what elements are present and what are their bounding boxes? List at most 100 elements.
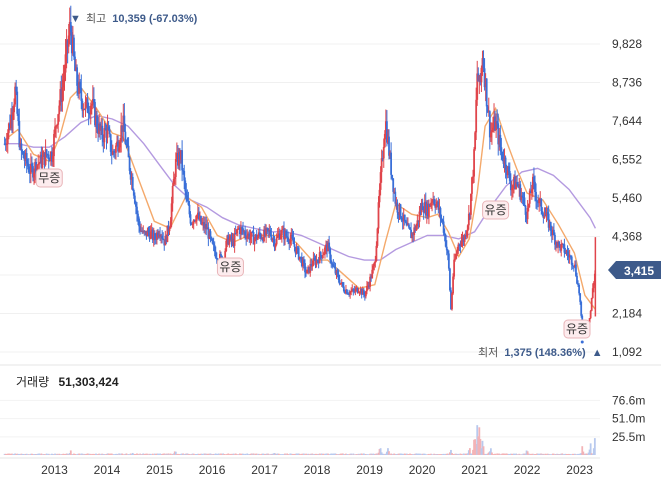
- candle-body: [12, 112, 14, 120]
- volume-bar: [123, 454, 126, 455]
- volume-bar: [399, 453, 402, 455]
- candle-body: [52, 156, 54, 162]
- volume-bar: [563, 454, 566, 455]
- volume-bar: [266, 453, 269, 455]
- volume-bar: [184, 453, 187, 455]
- volume-bar: [141, 453, 144, 455]
- candle-body: [268, 229, 271, 231]
- candle-body: [435, 203, 438, 208]
- x-tick-label: 2020: [409, 463, 436, 477]
- volume-bar: [313, 453, 316, 455]
- candle-body: [443, 232, 446, 236]
- volume-tick-label: 76.6m: [612, 393, 645, 407]
- candle-body: [476, 73, 479, 100]
- candle-body: [209, 231, 212, 238]
- price-tick-label: 7,644: [612, 114, 642, 128]
- candle-body: [355, 287, 358, 290]
- volume-bar: [294, 453, 297, 455]
- candle-body: [32, 166, 34, 178]
- volume-bar: [245, 454, 248, 455]
- volume-bar: [380, 452, 383, 455]
- candle-body: [130, 176, 133, 180]
- candle-body: [149, 231, 152, 239]
- candle-body: [299, 256, 302, 258]
- volume-bar: [536, 453, 538, 455]
- volume-bar: [133, 453, 136, 455]
- candle-body: [522, 196, 525, 198]
- candle-body: [288, 241, 291, 244]
- volume-gridlines: [0, 399, 600, 438]
- volume-bar: [332, 453, 335, 455]
- volume-bar: [203, 453, 206, 455]
- volume-bar: [576, 454, 578, 455]
- volume-bar: [508, 454, 511, 455]
- volume-bar: [372, 453, 375, 455]
- volume-bar: [382, 453, 385, 455]
- candle-body: [361, 289, 364, 295]
- candle-body: [474, 132, 477, 150]
- volume-bar: [167, 453, 170, 455]
- candle-body: [54, 126, 56, 134]
- candle-body: [146, 230, 149, 237]
- volume-bar: [290, 453, 293, 455]
- volume-bar: [116, 453, 118, 455]
- volume-bar: [540, 453, 543, 455]
- candle-body: [160, 235, 163, 237]
- candle-body: [42, 152, 45, 157]
- x-tick-label: 2015: [146, 463, 173, 477]
- candle-body: [167, 225, 170, 232]
- candle-body: [494, 116, 496, 131]
- candle-body: [313, 258, 316, 260]
- volume-bar: [450, 449, 452, 455]
- candle-body: [143, 230, 146, 233]
- candle-body: [22, 152, 25, 159]
- candle-body: [71, 37, 74, 54]
- volume-bar: [258, 454, 261, 455]
- volume-bar: [279, 454, 282, 455]
- price-tick-label: 8,736: [612, 76, 642, 90]
- candle-body: [87, 112, 90, 114]
- last-price-label: 3,415: [624, 264, 654, 278]
- volume-bar: [334, 453, 337, 455]
- volume-bar: [130, 453, 133, 455]
- candle-body: [177, 153, 179, 166]
- volume-bar: [8, 453, 11, 455]
- volume-bar: [226, 453, 229, 455]
- candle-body: [158, 234, 160, 237]
- candle-body: [37, 164, 40, 166]
- candle-body: [325, 244, 327, 248]
- candle-body: [450, 290, 452, 310]
- candle-body: [285, 230, 287, 237]
- candle-body: [343, 291, 346, 294]
- candle-body: [190, 223, 193, 225]
- candle-body: [318, 252, 321, 264]
- volume-bar: [106, 453, 109, 455]
- candle-body: [523, 197, 526, 206]
- volume-bar: [248, 454, 251, 455]
- volume-bar: [173, 451, 176, 455]
- candle-body: [62, 79, 65, 88]
- volume-bar: [75, 454, 77, 455]
- volume-bar: [91, 453, 94, 455]
- candle-body: [187, 201, 190, 205]
- volume-bar: [121, 453, 124, 455]
- volume-bar: [510, 453, 513, 455]
- volume-bar: [547, 453, 550, 455]
- candle-body: [341, 282, 344, 287]
- volume-bar: [22, 453, 25, 455]
- volume-bar: [65, 453, 68, 455]
- candle-body: [578, 284, 580, 294]
- candle-body: [321, 255, 324, 259]
- low-marker: ▲: [592, 347, 603, 359]
- volume-bar: [301, 453, 304, 455]
- volume-bar: [582, 451, 585, 455]
- volume-bar: [78, 453, 81, 455]
- volume-bar: [223, 453, 226, 455]
- volume-bar: [524, 453, 527, 455]
- volume-bar: [216, 453, 219, 455]
- candle-body: [472, 176, 474, 178]
- candle-body: [528, 190, 531, 204]
- volume-bar: [43, 454, 46, 455]
- candle-body: [426, 203, 429, 217]
